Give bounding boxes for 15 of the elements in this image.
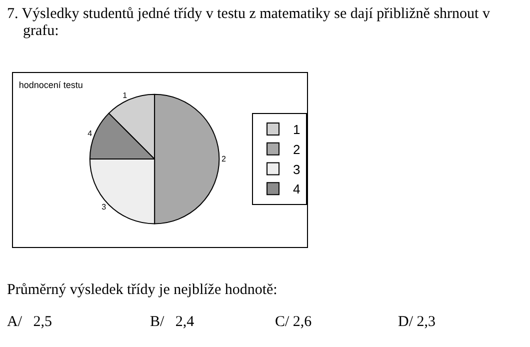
text: A/ 2,5 <box>7 314 52 331</box>
slice-label: 3 <box>102 202 107 212</box>
slice-label: 4 <box>88 129 93 138</box>
slice-label: 1 <box>122 90 128 100</box>
legend-label: 4 <box>293 182 300 197</box>
slice-label: 2 <box>221 154 226 164</box>
text: D/ 2,3 <box>398 314 436 331</box>
text: 7. Výsledky studentů jedné třídy v testu z matematiky se dají přibližně shrnout v grafu: <box>7 6 491 40</box>
legend-label: 3 <box>293 162 300 177</box>
text: C/ 2,6 <box>275 314 312 331</box>
legend-label: 2 <box>293 142 300 157</box>
chart-title: hodnocení testu <box>18 80 83 90</box>
legend-label: 1 <box>293 122 300 138</box>
text: Průměrný výsledek třídy je nejblíže hodnotě: <box>7 282 278 299</box>
text: B/ 2,4 <box>150 314 194 331</box>
